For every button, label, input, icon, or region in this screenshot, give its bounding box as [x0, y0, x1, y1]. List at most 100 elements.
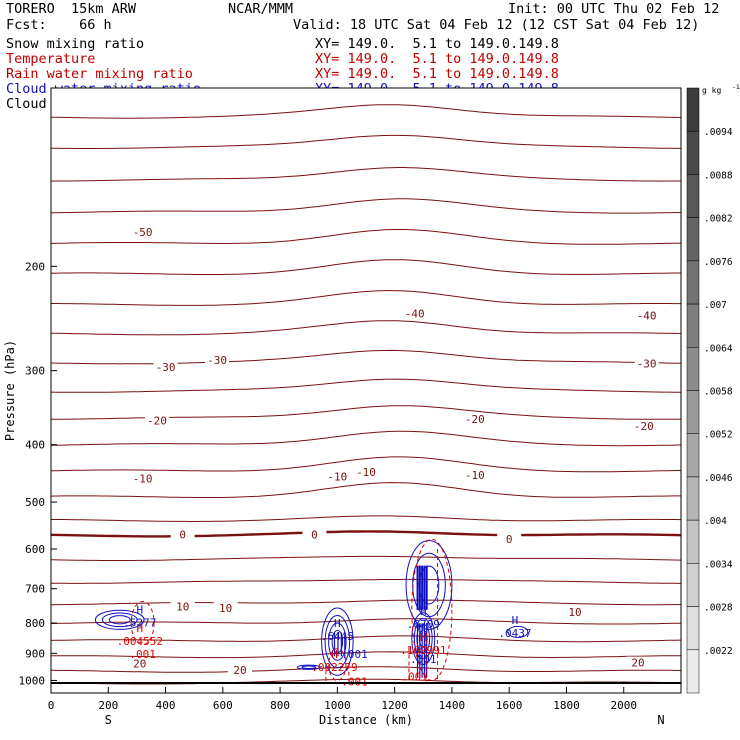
- rain-water-contour: [411, 538, 453, 681]
- x-tick-label: 1200: [381, 699, 408, 712]
- isotherm-label-bg: [213, 602, 238, 615]
- maximum-value: .0437: [498, 627, 531, 640]
- isotherm-label-bg: [634, 357, 659, 370]
- field-name: Snow mixing ratio: [6, 36, 145, 52]
- isotherm-label: 10: [176, 600, 189, 613]
- cloud-water-contour: [411, 612, 436, 666]
- north-label: N: [657, 713, 664, 727]
- isotherm-label-bg: [462, 413, 487, 426]
- isotherm-line: [51, 515, 682, 522]
- colorbar-label: .0064: [704, 343, 733, 354]
- x-tick-label: 1800: [553, 699, 580, 712]
- isotherm-line: [50, 555, 682, 561]
- colorbar-bin: [686, 130, 700, 175]
- colorbar-unit: g kg: [702, 86, 721, 95]
- isotherm-label-bg: [462, 468, 487, 481]
- colorbar-bin: [686, 174, 700, 218]
- rain-water-contours: [130, 538, 453, 684]
- maximum-marker: H: [331, 648, 338, 661]
- isotherm-line: [50, 259, 681, 275]
- x-tick-label: 200: [98, 699, 118, 712]
- colorbar-bin: [686, 260, 700, 305]
- colorbar-label: .0046: [704, 473, 733, 484]
- field-xy-range: XY= 149.0. 5.1 to 149.0.149.8: [315, 51, 559, 67]
- contour-value-label: .001: [410, 653, 437, 666]
- cloud-water-contour: [301, 665, 317, 670]
- isotherm-label: -30: [637, 358, 657, 371]
- y-tick-label: 300: [25, 365, 45, 378]
- colorbar-label: .0028: [704, 603, 733, 614]
- y-tick-label: 1000: [19, 674, 46, 687]
- field-name: Rain water mixing ratio: [6, 66, 193, 82]
- maximum-marker: H: [136, 603, 143, 616]
- isotherm-line: [50, 198, 682, 214]
- x-tick-label: 0: [48, 699, 55, 712]
- y-tick-label: 900: [25, 647, 45, 660]
- isotherm-label: -30: [207, 354, 227, 367]
- maximum-marker: H: [420, 631, 427, 644]
- colorbar-bin: [686, 606, 700, 651]
- isotherm-label: -10: [465, 469, 485, 482]
- x-tick-label: 2000: [610, 699, 637, 712]
- isotherm-line: [50, 167, 681, 182]
- y-tick-label: 200: [25, 260, 45, 273]
- isotherm-label: -20: [634, 420, 654, 433]
- cloud-water-contour: [405, 540, 453, 630]
- cloud-water-contour: [108, 615, 131, 625]
- isotherm-label: -10: [327, 471, 347, 484]
- valid-time: Valid: 18 UTC Sat 04 Feb 12 (12 CST Sat …: [293, 17, 700, 33]
- isotherm-line: [50, 666, 682, 673]
- rain-water-contour: [328, 648, 347, 681]
- isotherm-line: [50, 134, 681, 149]
- rain-water-contour: [130, 600, 155, 646]
- isotherm-label: -30: [156, 361, 176, 374]
- isotherm-label: 10: [568, 606, 581, 619]
- colorbar-label: .0076: [704, 257, 733, 268]
- colorbar-label: .0052: [704, 430, 733, 441]
- cloud-water-contour: [296, 664, 321, 670]
- isotherm-label-bg: [130, 472, 155, 485]
- isotherm-label-bg: [170, 600, 195, 613]
- isotherm-label: -40: [637, 309, 657, 322]
- cloud-water-contour: [416, 623, 431, 654]
- colorbar-label: .0094: [704, 127, 733, 138]
- isotherm-label: -40: [405, 307, 425, 320]
- contour-value-label: .001: [401, 671, 428, 684]
- isotherm-label: 0: [311, 528, 318, 541]
- colorbar-label: .0088: [704, 170, 733, 181]
- isotherm-label-bg: [563, 605, 588, 618]
- maximum-value: .004552: [117, 635, 163, 648]
- y-axis-label: Pressure (hPa): [3, 340, 17, 441]
- isotherm-line: [50, 104, 682, 119]
- x-tick-label: 800: [270, 699, 290, 712]
- isotherm-label-bg: [402, 307, 427, 320]
- colorbar-unit-exponent: -1: [732, 83, 740, 91]
- colorbar-bin: [686, 347, 700, 391]
- isotherm-label-bg: [631, 420, 656, 433]
- isotherm-label: 10: [219, 602, 232, 615]
- x-tick-label: 1000: [324, 699, 351, 712]
- isotherm-label: 0: [179, 528, 186, 541]
- x-tick-label: 600: [213, 699, 233, 712]
- isotherm-line: [50, 635, 682, 643]
- maximum-value: .5277: [123, 616, 156, 629]
- x-tick-label: 1600: [496, 699, 523, 712]
- isotherm-label-bg: [170, 528, 195, 541]
- colorbar-label: .0034: [704, 559, 733, 570]
- isotherm-line: [50, 578, 682, 584]
- cloud-water-contour: [328, 622, 347, 661]
- isotherm-label: -10: [133, 472, 153, 485]
- isotherm-line: [50, 430, 682, 447]
- isotherm-label-bg: [144, 414, 169, 427]
- colorbar-label: .007: [704, 300, 727, 311]
- cloud-water-contour: [324, 615, 351, 669]
- y-tick-label: 800: [25, 617, 45, 630]
- colorbar-bin: [686, 87, 700, 132]
- isotherm-line: [51, 290, 681, 306]
- isotherm-label-bg: [354, 466, 378, 479]
- colorbar-bin: [686, 217, 700, 262]
- isotherm-label-bg: [153, 361, 178, 374]
- isotherm-label: -50: [133, 226, 153, 239]
- isotherm-line: [50, 618, 682, 625]
- field-name: Temperature: [6, 51, 96, 67]
